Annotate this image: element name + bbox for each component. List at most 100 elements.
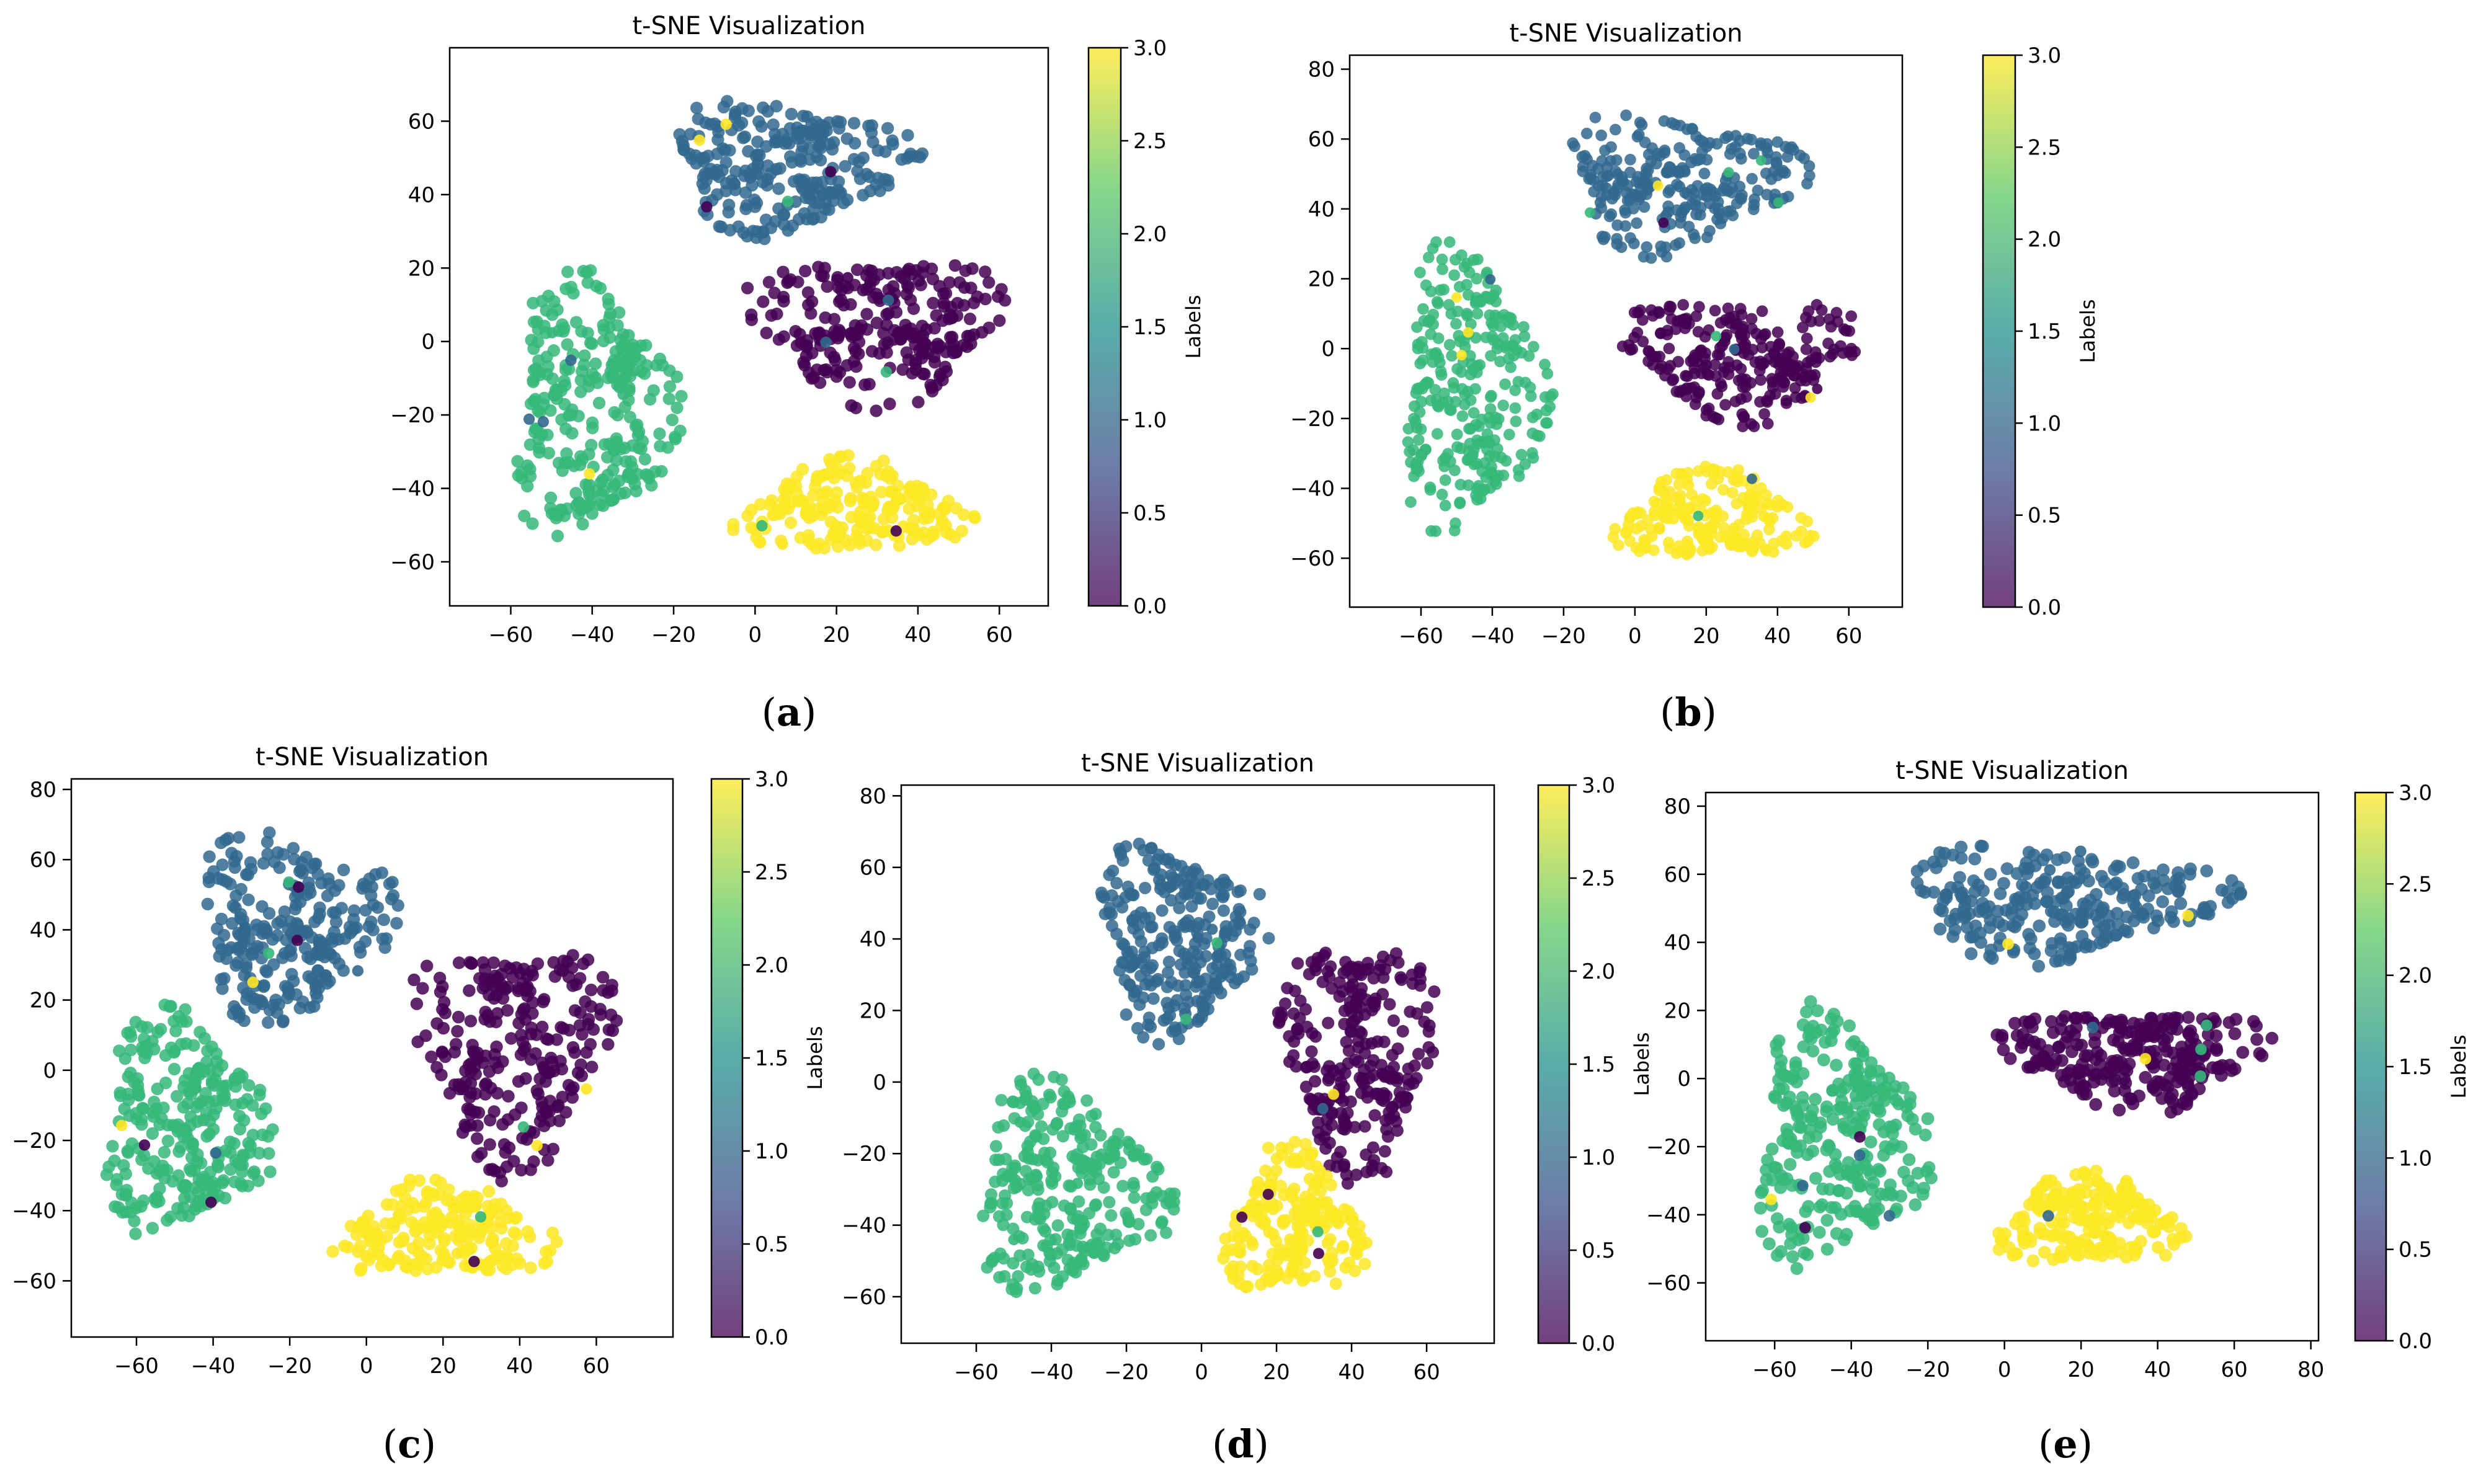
scatter-point <box>1735 193 1747 205</box>
caption-close-paren: ) <box>801 690 816 735</box>
scatter-point <box>1031 1183 1045 1196</box>
scatter-point <box>2006 919 2020 932</box>
scatter-points <box>1754 839 2279 1275</box>
scatter-point <box>848 329 861 342</box>
scatter-point <box>777 295 790 308</box>
scatter-point <box>1306 1211 1319 1224</box>
scatter-point <box>610 1014 623 1028</box>
scatter-point <box>655 464 668 478</box>
scatter-point <box>1726 182 1738 194</box>
scatter-point <box>2032 959 2046 973</box>
scatter-point <box>276 951 289 964</box>
scatter-point <box>124 1043 138 1057</box>
scatter-point <box>1642 148 1655 161</box>
scatter-point <box>1085 1109 1098 1122</box>
scatter-point <box>256 900 269 913</box>
scatter-point <box>670 401 684 414</box>
scatter-point <box>1752 184 1764 197</box>
scatter-point <box>494 1197 508 1211</box>
scatter-point <box>933 280 946 293</box>
scatter-point <box>1021 1140 1034 1153</box>
scatter-point <box>157 1101 170 1114</box>
scatter-point <box>1631 217 1643 229</box>
outlier-point <box>565 354 577 367</box>
scatter-point <box>2255 1049 2269 1062</box>
scatter-point <box>1628 306 1641 319</box>
scatter-point <box>2108 1056 2121 1069</box>
scatter-point <box>1167 1203 1180 1216</box>
scatter-point <box>844 492 857 505</box>
outlier-point <box>1014 1116 1026 1128</box>
scatter-point <box>1050 1117 1063 1131</box>
y-tick-label: 0 <box>421 330 435 355</box>
scatter-point <box>761 105 774 118</box>
scatter-point <box>2051 875 2065 889</box>
scatter-point <box>1824 1012 1838 1026</box>
outlier-point <box>292 935 303 946</box>
scatter-point <box>537 995 550 1008</box>
scatter-point <box>1800 362 1812 375</box>
scatter-point <box>1801 177 1813 190</box>
scatter-point <box>1156 1189 1169 1202</box>
scatter-point <box>1360 1148 1373 1161</box>
scatter-point <box>1500 340 1513 352</box>
scatter-point <box>893 539 906 553</box>
outlier-point <box>693 134 705 146</box>
scatter-point <box>1451 441 1463 453</box>
scatter-point <box>1035 1120 1048 1133</box>
scatter-point <box>186 1138 199 1151</box>
colorbar-gradient <box>711 779 742 1337</box>
scatter-point <box>1680 313 1693 324</box>
scatter-point <box>1455 479 1467 491</box>
scatter-point <box>471 1046 484 1060</box>
caption-open-paren: ( <box>1212 1421 1227 1467</box>
scatter-point <box>1360 1165 1373 1179</box>
scatter-point <box>995 283 1008 296</box>
scatter-point <box>1293 1011 1306 1024</box>
scatter-point <box>1387 1060 1401 1073</box>
scatter-point <box>640 359 653 372</box>
scatter-point <box>2247 1015 2260 1028</box>
y-tick-label: 20 <box>860 998 886 1023</box>
scatter-point <box>1006 1095 1019 1108</box>
scatter-point <box>623 411 636 424</box>
scatter-point <box>1349 962 1362 975</box>
scatter-point <box>1138 951 1151 964</box>
scatter-point <box>443 1256 456 1269</box>
caption-letter: d <box>1227 1421 1254 1467</box>
scatter-point <box>1451 363 1463 375</box>
scatter-point <box>907 525 921 538</box>
scatter-point <box>527 374 540 387</box>
scatter-point <box>1317 1211 1330 1224</box>
scatter-point <box>1265 1197 1278 1210</box>
scatter-point <box>1144 842 1157 855</box>
outlier-point <box>581 1083 592 1095</box>
scatter-point <box>1144 921 1157 934</box>
scatter-point <box>2202 907 2216 921</box>
scatter-point <box>1737 420 1749 432</box>
scatter-point <box>228 1072 242 1085</box>
colorbar-tick-label: 0.0 <box>2028 595 2061 620</box>
scatter-point <box>1378 1145 1391 1158</box>
scatter-point <box>506 1258 519 1271</box>
scatter-point <box>501 1113 515 1126</box>
scatter-point <box>226 899 240 912</box>
scatter-point <box>1615 241 1628 253</box>
scatter-point <box>1670 386 1683 398</box>
scatter-point <box>287 974 300 988</box>
scatter-point <box>608 406 621 419</box>
scatter-point <box>2163 1070 2176 1084</box>
scatter-point <box>1333 976 1346 989</box>
scatter-point <box>1662 187 1675 198</box>
scatter-point <box>1114 1157 1127 1170</box>
scatter-point <box>246 948 259 961</box>
scatter-point <box>2089 1098 2103 1111</box>
y-tick-label: 80 <box>30 778 56 802</box>
y-tick-label: −40 <box>12 1199 56 1224</box>
scatter-point <box>1595 129 1607 141</box>
scatter-point <box>1662 363 1674 375</box>
scatter-point <box>1339 956 1352 969</box>
scatter-point <box>2045 1015 2058 1028</box>
scatter-point <box>568 1046 581 1059</box>
scatter-point <box>1303 1172 1316 1186</box>
